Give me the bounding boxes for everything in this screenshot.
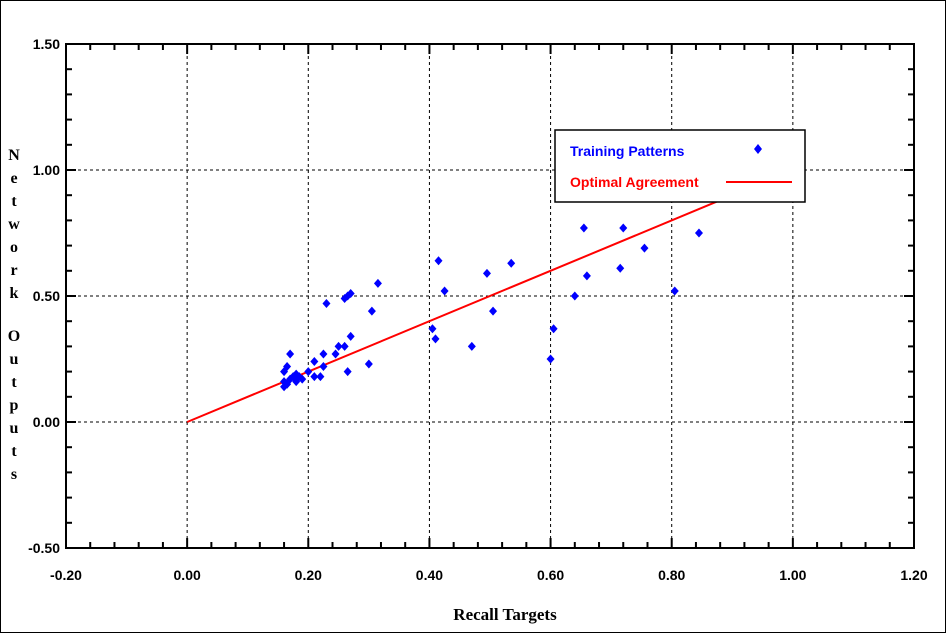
y-axis-label-char: N bbox=[8, 147, 20, 164]
x-tick-labels: -0.20 0.00 0.20 0.40 0.60 0.80 1.00 1.20 bbox=[50, 567, 928, 583]
y-tick-label: -0.50 bbox=[28, 540, 60, 556]
y-axis-label-char: u bbox=[10, 351, 19, 368]
y-axis-label-char: e bbox=[10, 170, 17, 187]
series-layer bbox=[186, 198, 723, 423]
x-axis-label: Recall Targets bbox=[453, 605, 557, 624]
legend-box bbox=[554, 129, 806, 203]
x-tick-label: 0.20 bbox=[295, 567, 322, 583]
training-pattern-point bbox=[319, 362, 328, 372]
y-axis-label-char: k bbox=[10, 285, 19, 302]
training-pattern-point bbox=[440, 286, 449, 296]
training-pattern-point bbox=[570, 291, 579, 301]
x-tick-label: 0.60 bbox=[537, 567, 564, 583]
training-pattern-point bbox=[331, 349, 340, 359]
training-pattern-point bbox=[694, 228, 703, 238]
y-axis-label-char: p bbox=[10, 397, 19, 414]
training-pattern-point bbox=[546, 354, 555, 364]
training-pattern-point bbox=[489, 306, 498, 316]
x-tick-label: -0.20 bbox=[50, 567, 82, 583]
x-tick-label: 0.00 bbox=[174, 567, 201, 583]
gridlines bbox=[66, 44, 914, 548]
training-pattern-point bbox=[286, 349, 295, 359]
training-pattern-point bbox=[310, 357, 319, 367]
y-tick-labels: -0.50 0.00 0.50 1.00 1.50 bbox=[28, 36, 60, 556]
training-pattern-point bbox=[343, 367, 352, 377]
training-pattern-point bbox=[283, 362, 292, 372]
x-tick-label: 1.00 bbox=[779, 567, 806, 583]
training-pattern-point bbox=[334, 341, 343, 351]
y-axis-label-char: O bbox=[8, 328, 20, 345]
training-pattern-point bbox=[319, 349, 328, 359]
training-pattern-point bbox=[298, 374, 307, 384]
training-pattern-point bbox=[316, 372, 325, 382]
training-pattern-point bbox=[340, 341, 349, 351]
training-pattern-point bbox=[373, 278, 382, 288]
training-pattern-point bbox=[367, 306, 376, 316]
training-pattern-point bbox=[346, 288, 355, 298]
legend-label-optimal-agreement: Optimal Agreement bbox=[570, 174, 699, 190]
x-tick-label: 1.20 bbox=[900, 567, 927, 583]
training-pattern-point bbox=[482, 268, 491, 278]
y-tick-label: 1.50 bbox=[33, 36, 60, 52]
y-axis-label-char: t bbox=[11, 443, 17, 460]
y-tick-label: 0.00 bbox=[33, 414, 60, 430]
training-pattern-point bbox=[467, 341, 476, 351]
training-pattern-point bbox=[428, 324, 437, 334]
legend-marker-diamond bbox=[754, 144, 762, 154]
y-axis-label-char: o bbox=[10, 239, 18, 256]
y-axis-label-char: t bbox=[11, 193, 17, 210]
legend: Training Patterns Optimal Agreement bbox=[554, 129, 806, 203]
training-pattern-point bbox=[364, 359, 373, 369]
y-axis-label-char: r bbox=[10, 262, 17, 279]
y-axis-label-char: u bbox=[10, 420, 19, 437]
training-pattern-point bbox=[616, 263, 625, 273]
training-pattern-point bbox=[549, 324, 558, 334]
training-pattern-point bbox=[670, 286, 679, 296]
y-tick-label: 0.50 bbox=[33, 288, 60, 304]
y-tick-label: 1.00 bbox=[33, 162, 60, 178]
training-pattern-point bbox=[322, 299, 331, 309]
training-pattern-point bbox=[346, 331, 355, 341]
y-axis-label-char: s bbox=[11, 466, 17, 483]
training-pattern-point bbox=[507, 258, 516, 268]
training-pattern-point bbox=[619, 223, 628, 233]
training-pattern-point bbox=[304, 367, 313, 377]
x-tick-label: 0.80 bbox=[658, 567, 685, 583]
optimal-agreement-line bbox=[186, 198, 723, 423]
training-pattern-point bbox=[434, 256, 443, 266]
training-pattern-point bbox=[431, 334, 440, 344]
training-pattern-point bbox=[310, 372, 319, 382]
x-tick-label: 0.40 bbox=[416, 567, 443, 583]
training-pattern-point bbox=[579, 223, 588, 233]
tick-marks bbox=[65, 43, 915, 549]
training-pattern-point bbox=[582, 271, 591, 281]
training-pattern-point bbox=[640, 243, 649, 253]
y-axis-label-char: w bbox=[8, 216, 20, 233]
y-axis-label-char: t bbox=[11, 374, 17, 391]
legend-label-training-patterns: Training Patterns bbox=[570, 143, 685, 159]
